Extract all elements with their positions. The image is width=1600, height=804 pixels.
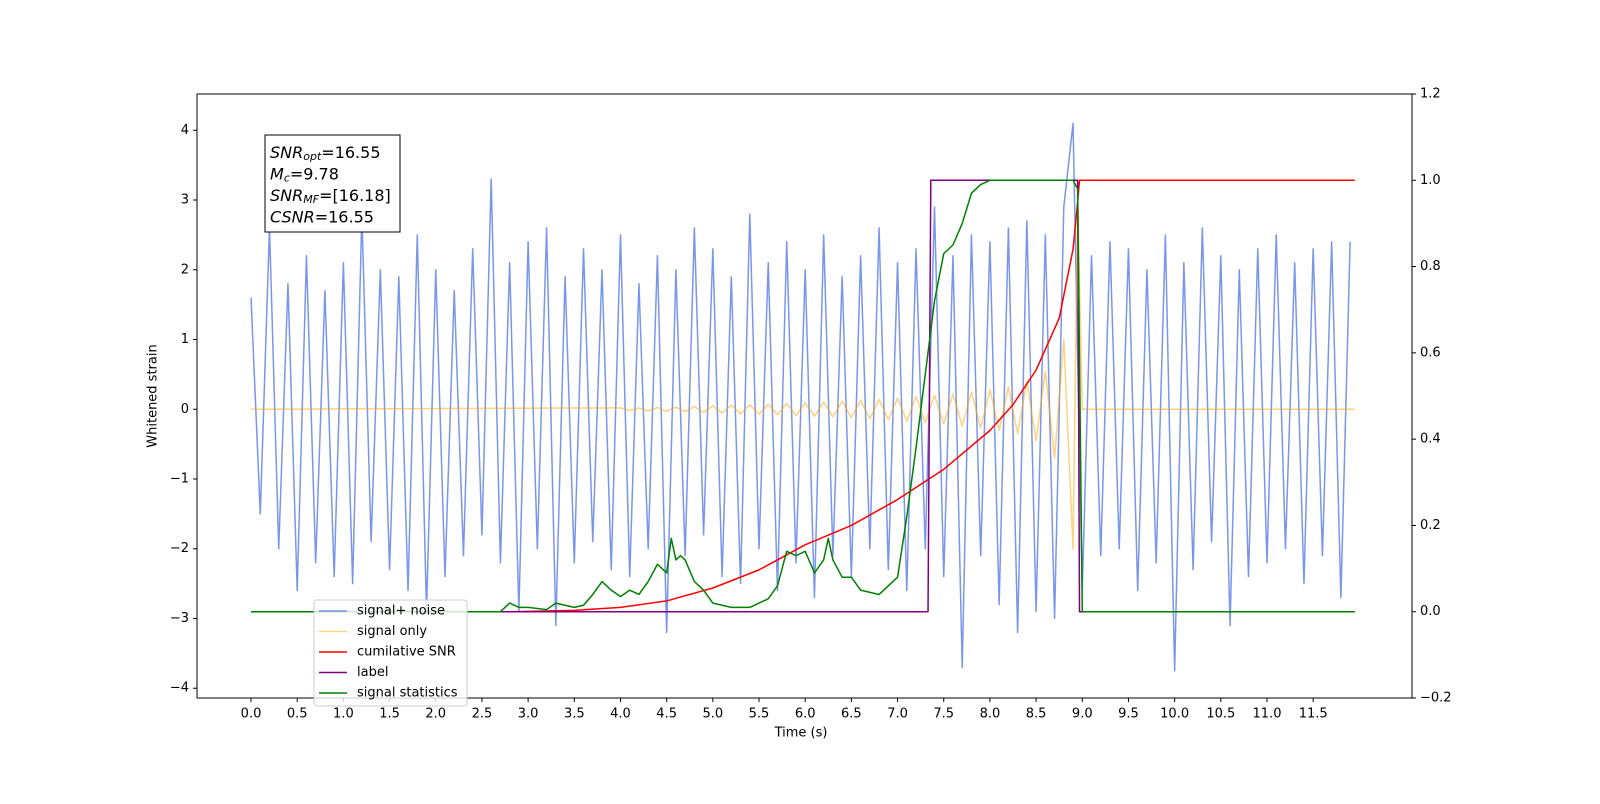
y2-tick-label: 0.4 [1420,432,1441,447]
y-tick-label: −2 [170,541,189,556]
annotation-sub: c [284,172,290,185]
series-line [251,199,1355,550]
x-tick-label: 8.0 [980,707,1001,722]
x-axis-label: Time (s) [774,726,828,741]
x-tick-label: 3.5 [564,707,585,722]
annotation-sub: MF [303,193,319,206]
y-axis-label: Whitened strain [146,344,161,447]
plot-frame [196,93,1413,699]
annotation-base: SNR [270,143,303,162]
legend-label: cumilative SNR [357,645,456,660]
x-tick-label: 1.0 [333,707,354,722]
annotation-rest: =16.55 [321,143,380,162]
x-tick-label: 9.0 [1072,707,1093,722]
x-tick-label: 11.0 [1253,707,1282,722]
y-tick-label: 1 [181,332,189,347]
y-tick-label: 2 [181,262,189,277]
x-tick-label: 6.0 [795,707,816,722]
x-tick-label: 7.0 [887,707,908,722]
y2-tick-label: 0.8 [1420,259,1441,274]
annotation-rest: =16.55 [315,207,374,226]
series-line [250,122,1351,672]
series-line [509,179,1355,613]
x-tick-label: 5.5 [749,707,770,722]
annotation-line: Mc=9.78 [270,164,339,185]
annotation-base: CSNR [270,207,315,226]
x-tick-label: 0.5 [287,707,308,722]
annotation-rest: =[16.18] [319,186,391,205]
y-tick-label: 3 [181,193,189,208]
annotation-sub: opt [303,150,322,163]
x-tick-label: 3.0 [518,707,539,722]
y-tick-label: −1 [170,471,189,486]
x-tick-label: 8.5 [1026,707,1047,722]
annotation-rest: =9.78 [290,164,339,183]
x-tick-label: 0.0 [241,707,262,722]
series-line [251,179,1355,613]
y2-tick-label: 0.2 [1420,518,1441,533]
x-tick-label: 9.5 [1118,707,1139,722]
annotation-box [264,134,401,233]
y-tick-label: −4 [170,681,189,696]
x-tick-label: 6.5 [841,707,862,722]
annotation-line: SNRopt=16.55 [270,143,381,164]
legend-label: signal+ noise [357,604,445,619]
legend-box [313,599,468,707]
x-tick-label: 7.5 [933,707,954,722]
legend-label: signal only [357,624,427,639]
x-tick-label: 4.5 [656,707,677,722]
legend-label: label [357,665,388,680]
y-tick-label: 0 [181,402,189,417]
y2-tick-label: 0.0 [1420,604,1441,619]
x-tick-label: 10.5 [1206,707,1235,722]
x-tick-label: 10.0 [1160,707,1189,722]
annotation-base: SNR [270,186,303,205]
x-tick-label: 5.0 [702,707,723,722]
annotation-line: SNRMF=[16.18] [270,186,391,207]
x-tick-label: 2.0 [425,707,446,722]
x-tick-label: 2.5 [472,707,493,722]
x-tick-label: 1.5 [379,707,400,722]
y-tick-label: −3 [170,611,189,626]
annotation-base: M [270,164,284,183]
y2-tick-label: 1.0 [1420,173,1441,188]
y2-tick-label: 0.6 [1420,345,1441,360]
legend-label: signal statistics [357,686,458,701]
y2-tick-label: −0.2 [1420,691,1452,706]
y2-tick-label: 1.2 [1420,87,1441,102]
x-tick-label: 4.0 [610,707,631,722]
annotation-line: CSNR=16.55 [270,207,374,226]
x-tick-label: 11.5 [1299,707,1328,722]
y-tick-label: 4 [181,123,189,138]
